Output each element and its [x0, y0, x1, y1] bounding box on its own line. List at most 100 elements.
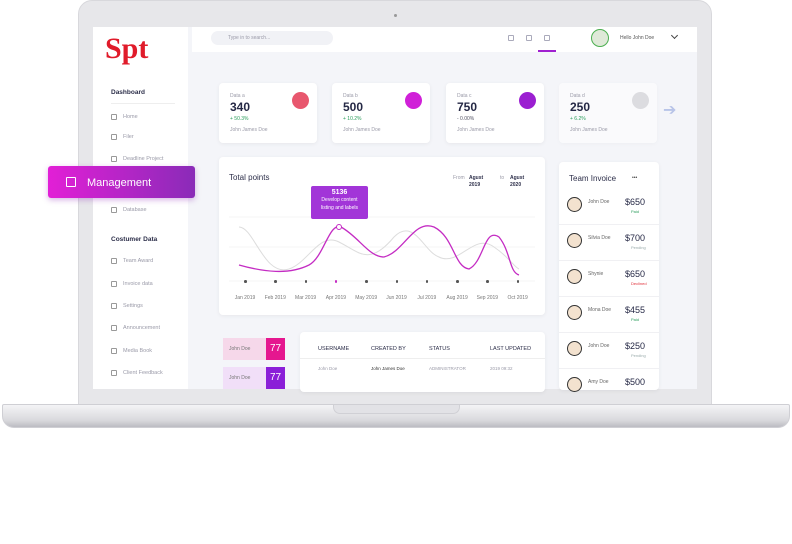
row-amount: $650 [625, 197, 646, 207]
stat-name: John James Doe [343, 127, 381, 133]
icon[interactable] [526, 35, 532, 41]
nav-item[interactable]: Filer [123, 134, 134, 140]
to-label: to [500, 175, 505, 181]
invoice-title: Team Invoice [569, 174, 617, 183]
management-icon [66, 177, 76, 187]
month-dot [304, 280, 308, 283]
row-name: Amy Doe [588, 379, 609, 385]
nav-icon[interactable] [111, 348, 117, 354]
icon[interactable] [544, 35, 550, 41]
row-amount: $700 [625, 233, 646, 243]
row-avatar [567, 377, 582, 392]
points-chart [229, 216, 535, 282]
month-dot [516, 280, 520, 283]
table-header: STATUS [429, 346, 450, 352]
month-label: Oct 2019 [507, 295, 528, 301]
stat-label: Data b [343, 93, 358, 99]
nav-icon[interactable] [111, 258, 117, 264]
score-name: John Doe [229, 375, 251, 381]
stat-label: Data a [230, 93, 245, 99]
nav-item[interactable]: Invoice data [123, 281, 153, 287]
nav-icon[interactable] [111, 134, 117, 140]
camera [394, 14, 397, 17]
management-label: Management [87, 177, 152, 189]
month-label: Jun 2019 [386, 295, 407, 301]
tooltip-text: Develop content listing and labels [321, 197, 358, 211]
nav-item[interactable]: Deadline Project [123, 156, 164, 162]
from-date: Agust 2019 [469, 175, 484, 188]
nav-item[interactable]: Settings [123, 303, 143, 309]
nav-item[interactable]: Database [123, 207, 147, 213]
nav-icon[interactable] [111, 303, 117, 309]
stat-value: 750 [457, 100, 478, 114]
table-cell: John James Doe [371, 366, 405, 371]
next-arrow[interactable]: ➔ [663, 102, 677, 119]
month-dot [425, 280, 429, 283]
sidebar [93, 27, 188, 389]
table-cell: 2019 09:32 [490, 366, 513, 371]
month-dot [365, 280, 368, 283]
from-label: From [453, 175, 465, 181]
stat-label: Data c [457, 93, 472, 99]
stat-name: John James Doe [457, 127, 495, 133]
stat-value: 250 [570, 100, 591, 114]
score-value: 77 [266, 367, 285, 389]
stat-icon [519, 92, 536, 109]
month-dot [456, 280, 459, 283]
greeting: Hello John Doe [620, 35, 655, 41]
row-amount: $250 [625, 341, 646, 351]
icon[interactable] [508, 35, 514, 41]
divider [111, 103, 175, 104]
row-divider [559, 332, 659, 333]
management-pill[interactable] [48, 166, 195, 198]
nav-icon[interactable] [111, 156, 117, 162]
section-title: Dashboard [111, 89, 145, 96]
nav-item[interactable]: Home [123, 114, 138, 120]
stat-name: John James Doe [570, 127, 608, 133]
row-status: Declined [631, 281, 647, 286]
tooltip: 5136 Develop content listing and labels [311, 186, 368, 219]
month-dot [244, 280, 247, 283]
points-title: Total points [229, 173, 270, 182]
month-label: Aug 2019 [446, 295, 468, 301]
stat-value: 340 [230, 100, 251, 114]
month-label: Jan 2019 [234, 295, 256, 301]
row-avatar [567, 269, 582, 284]
nav-icon[interactable] [111, 325, 117, 331]
nav-icon[interactable] [111, 370, 117, 376]
nav-icon[interactable] [111, 281, 117, 287]
month-label: May 2019 [355, 295, 378, 301]
nav-item[interactable]: Media Book [123, 348, 153, 354]
row-status: Paid [631, 209, 640, 214]
row-avatar [567, 341, 582, 356]
table-divider [300, 358, 545, 359]
secondary-line [238, 226, 520, 271]
row-name: John Doe [588, 199, 610, 205]
nav-icon[interactable] [111, 114, 117, 120]
row-divider [559, 296, 659, 297]
row-name: Shynie [588, 271, 604, 277]
month-dot [334, 280, 338, 283]
month-label: Jul 2019 [417, 295, 437, 301]
tooltip-value: 5136 [331, 189, 348, 196]
stat-icon [292, 92, 309, 109]
month-label: Sep 2019 [476, 295, 499, 301]
stat-change: - 0.00% [457, 116, 475, 122]
nav-item[interactable]: Client Feedback [123, 370, 163, 376]
nav-item[interactable]: Announcement [123, 325, 160, 331]
nav-icon[interactable] [111, 207, 117, 213]
row-status: Paid [631, 317, 640, 322]
row-avatar [567, 305, 582, 320]
invoice-menu[interactable]: ••• [632, 175, 638, 181]
stat-value: 500 [343, 100, 364, 114]
search-box[interactable] [211, 31, 333, 45]
score-value: 77 [266, 338, 285, 360]
nav-item[interactable]: Team Award [123, 258, 154, 264]
month-label: Feb 2019 [264, 295, 286, 301]
to-date: Agust 2020 [510, 175, 525, 188]
avatar[interactable] [591, 29, 609, 47]
stat-icon [405, 92, 422, 109]
stat-label: Data d [570, 93, 585, 99]
table-cell: ADMINISTRATOR [429, 366, 466, 371]
